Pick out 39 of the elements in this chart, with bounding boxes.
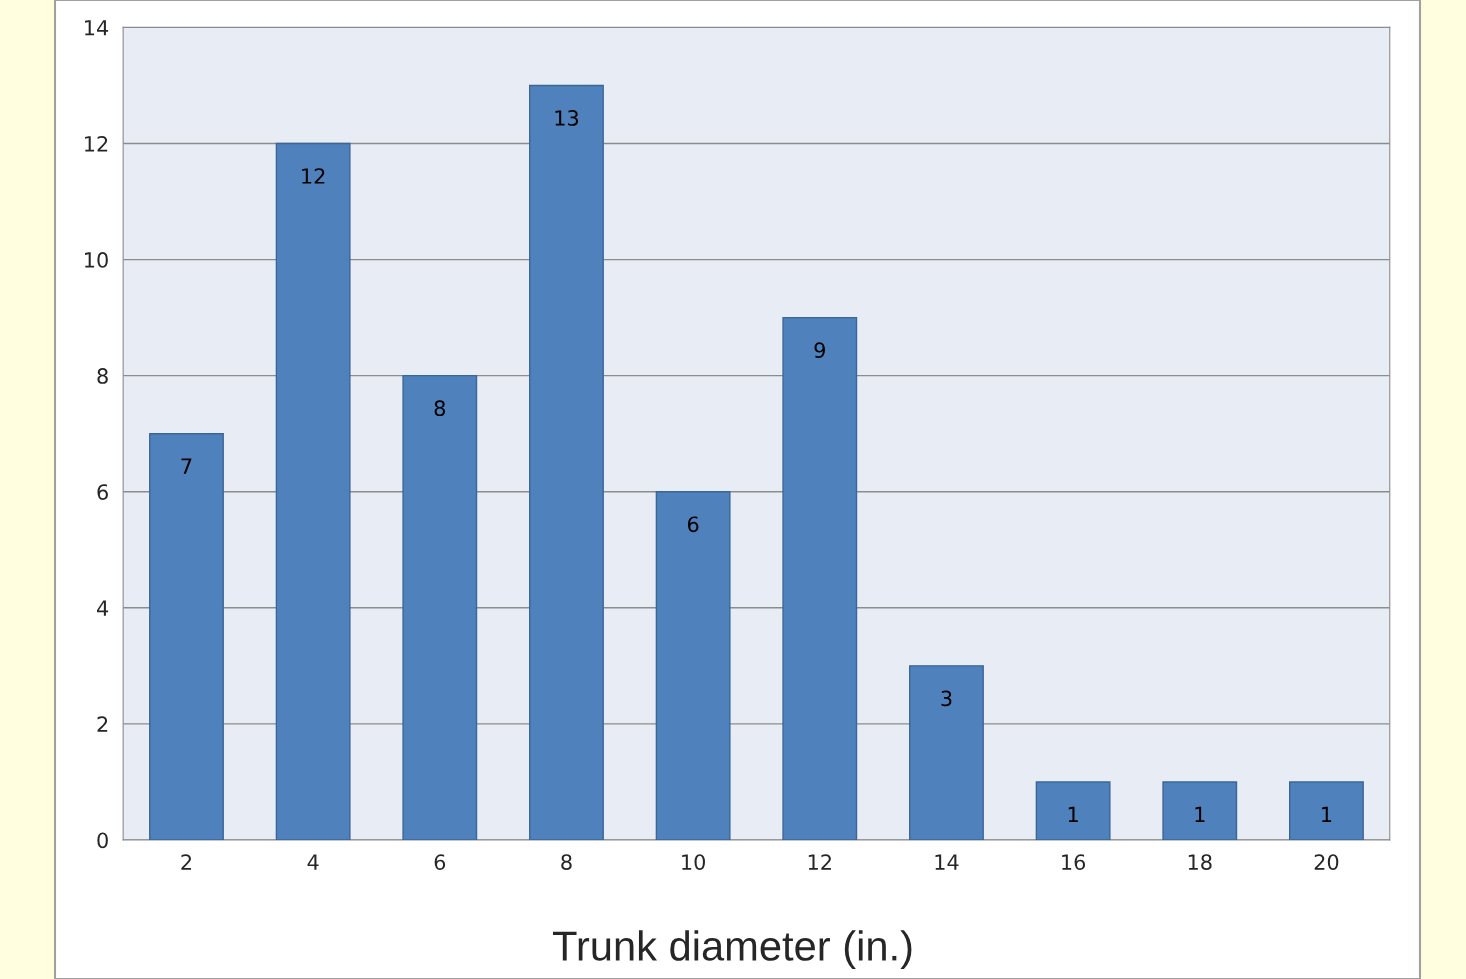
data-label: 1 [1322, 806, 1332, 823]
y-tick-label: 14 [85, 20, 109, 36]
y-tick-label: 0 [97, 832, 108, 849]
bar [275, 142, 351, 840]
x-tick-label: 16 [1062, 854, 1086, 870]
data-label: 12 [302, 168, 325, 184]
data-label: 1 [1195, 806, 1205, 823]
x-tick-label: 14 [935, 854, 959, 870]
x-tick-label: 20 [1314, 854, 1339, 870]
x-tick-label: 2 [181, 854, 192, 870]
bar [909, 665, 984, 840]
data-label: 8 [434, 400, 445, 417]
bar [655, 491, 731, 840]
bar [529, 84, 604, 840]
data-label: 3 [941, 690, 952, 707]
x-tick-label: 8 [561, 854, 572, 870]
y-tick-label: 2 [97, 716, 108, 732]
data-label: 9 [814, 342, 825, 359]
y-tick-label: 12 [85, 135, 108, 152]
y-tick-label: 6 [97, 484, 108, 500]
data-label: 6 [687, 516, 699, 533]
bar [1289, 781, 1364, 840]
bar [1162, 781, 1238, 840]
x-tick-label: 10 [682, 854, 705, 870]
x-tick-label: 18 [1188, 854, 1212, 870]
bar [402, 374, 478, 840]
x-tick-label: 12 [808, 854, 831, 870]
bar [1035, 781, 1111, 840]
x-tick-label: 4 [307, 854, 319, 870]
data-label: 7 [181, 458, 192, 474]
x-tick-label: 6 [434, 854, 446, 870]
y-tick-label: 10 [85, 252, 108, 268]
data-label: 1 [1068, 806, 1078, 823]
data-label: 13 [555, 110, 579, 126]
x-axis-title: Trunk diameter (in.) [552, 930, 912, 970]
bar [149, 433, 224, 840]
y-tick-label: 4 [97, 600, 109, 616]
y-tick-label: 8 [97, 368, 108, 384]
bar [782, 316, 858, 840]
